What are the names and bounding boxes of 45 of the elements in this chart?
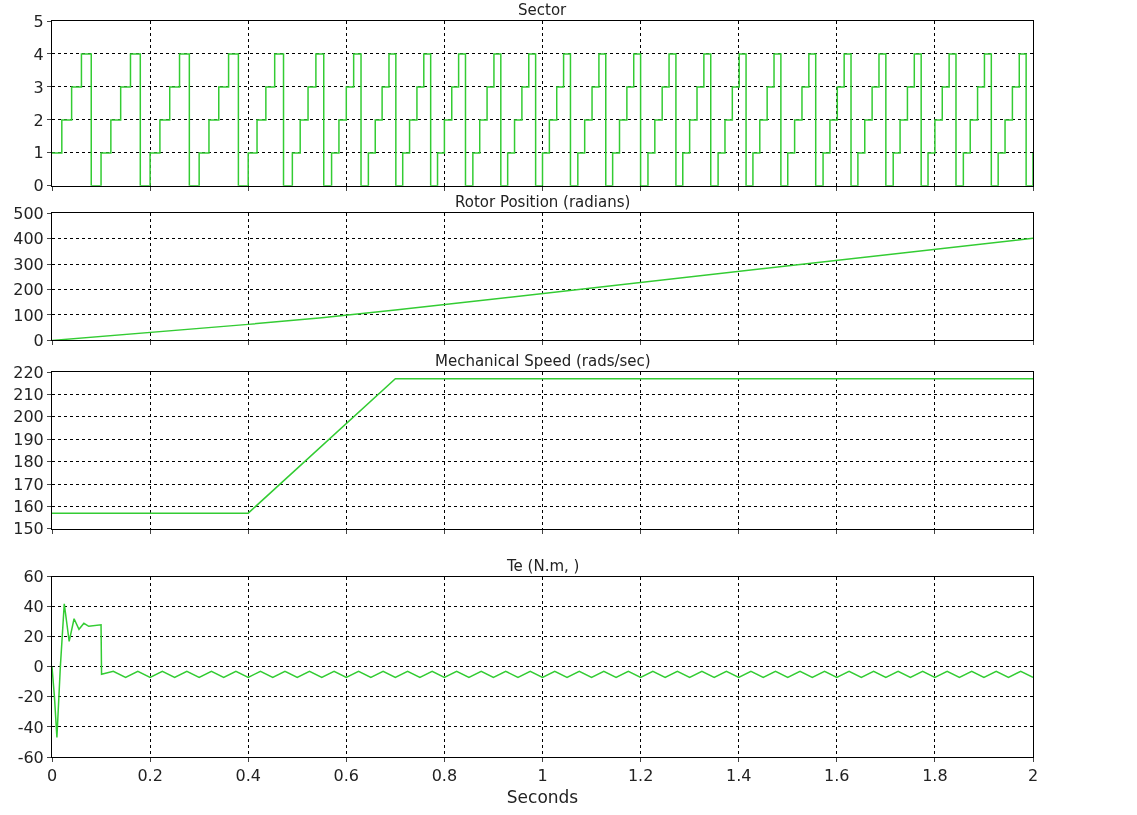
y-tick-label: 220 [13,362,44,382]
y-tick-label: 400 [13,229,44,249]
y-tick-label: 150 [13,519,44,539]
x-tick-label: 0.2 [137,766,163,786]
line-series [52,237,1033,341]
y-tick-label: 2 [33,110,44,130]
x-axis-title: Seconds [506,786,579,807]
y-tick-label: 300 [13,254,44,274]
y-tick-label: 40 [23,597,44,617]
y-tick-label: 60 [23,567,44,587]
y-tick-label: -60 [17,747,44,767]
x-tick-label: 0.4 [235,766,261,786]
x-tick-label: 0 [46,766,58,786]
x-tick-label: 1.6 [824,766,850,786]
x-tick-label: 0.6 [333,766,360,786]
y-tick-label: 0 [33,331,44,351]
y-tick-label: 160 [13,497,44,517]
y-tick-label: 1 [33,143,44,163]
x-tick-label: 1.2 [627,766,654,786]
x-tick-label: 1.8 [922,766,948,786]
x-tick-label: 1 [537,766,548,786]
y-tick-label: -40 [17,717,44,737]
x-tick-label: 2 [1027,766,1039,786]
line-series [52,602,1033,739]
y-tick-label: 0 [33,176,44,196]
y-tick-label: 100 [13,305,44,325]
y-tick-label: 5 [33,11,44,31]
chart-title: Sector [518,1,568,19]
y-tick-label: -20 [17,687,44,707]
y-tick-label: 170 [13,474,44,494]
chart-title: Te (N.m, ) [506,557,580,575]
y-tick-label: 200 [13,407,44,427]
y-tick-label: 3 [33,77,44,97]
x-tick-label: 1.4 [725,766,752,786]
y-tick-label: 4 [33,44,44,64]
chart-title: Mechanical Speed (rads/sec) [435,352,651,370]
y-tick-label: 200 [13,280,44,300]
y-tick-label: 0 [33,657,44,677]
chart-title: Rotor Position (radians) [455,193,631,211]
y-tick-label: 210 [13,385,44,405]
y-tick-label: 190 [13,429,44,449]
y-tick-label: 20 [23,627,44,647]
x-tick-label: 0.8 [431,766,458,786]
y-tick-label: 500 [13,203,44,223]
y-tick-label: 180 [13,452,44,472]
